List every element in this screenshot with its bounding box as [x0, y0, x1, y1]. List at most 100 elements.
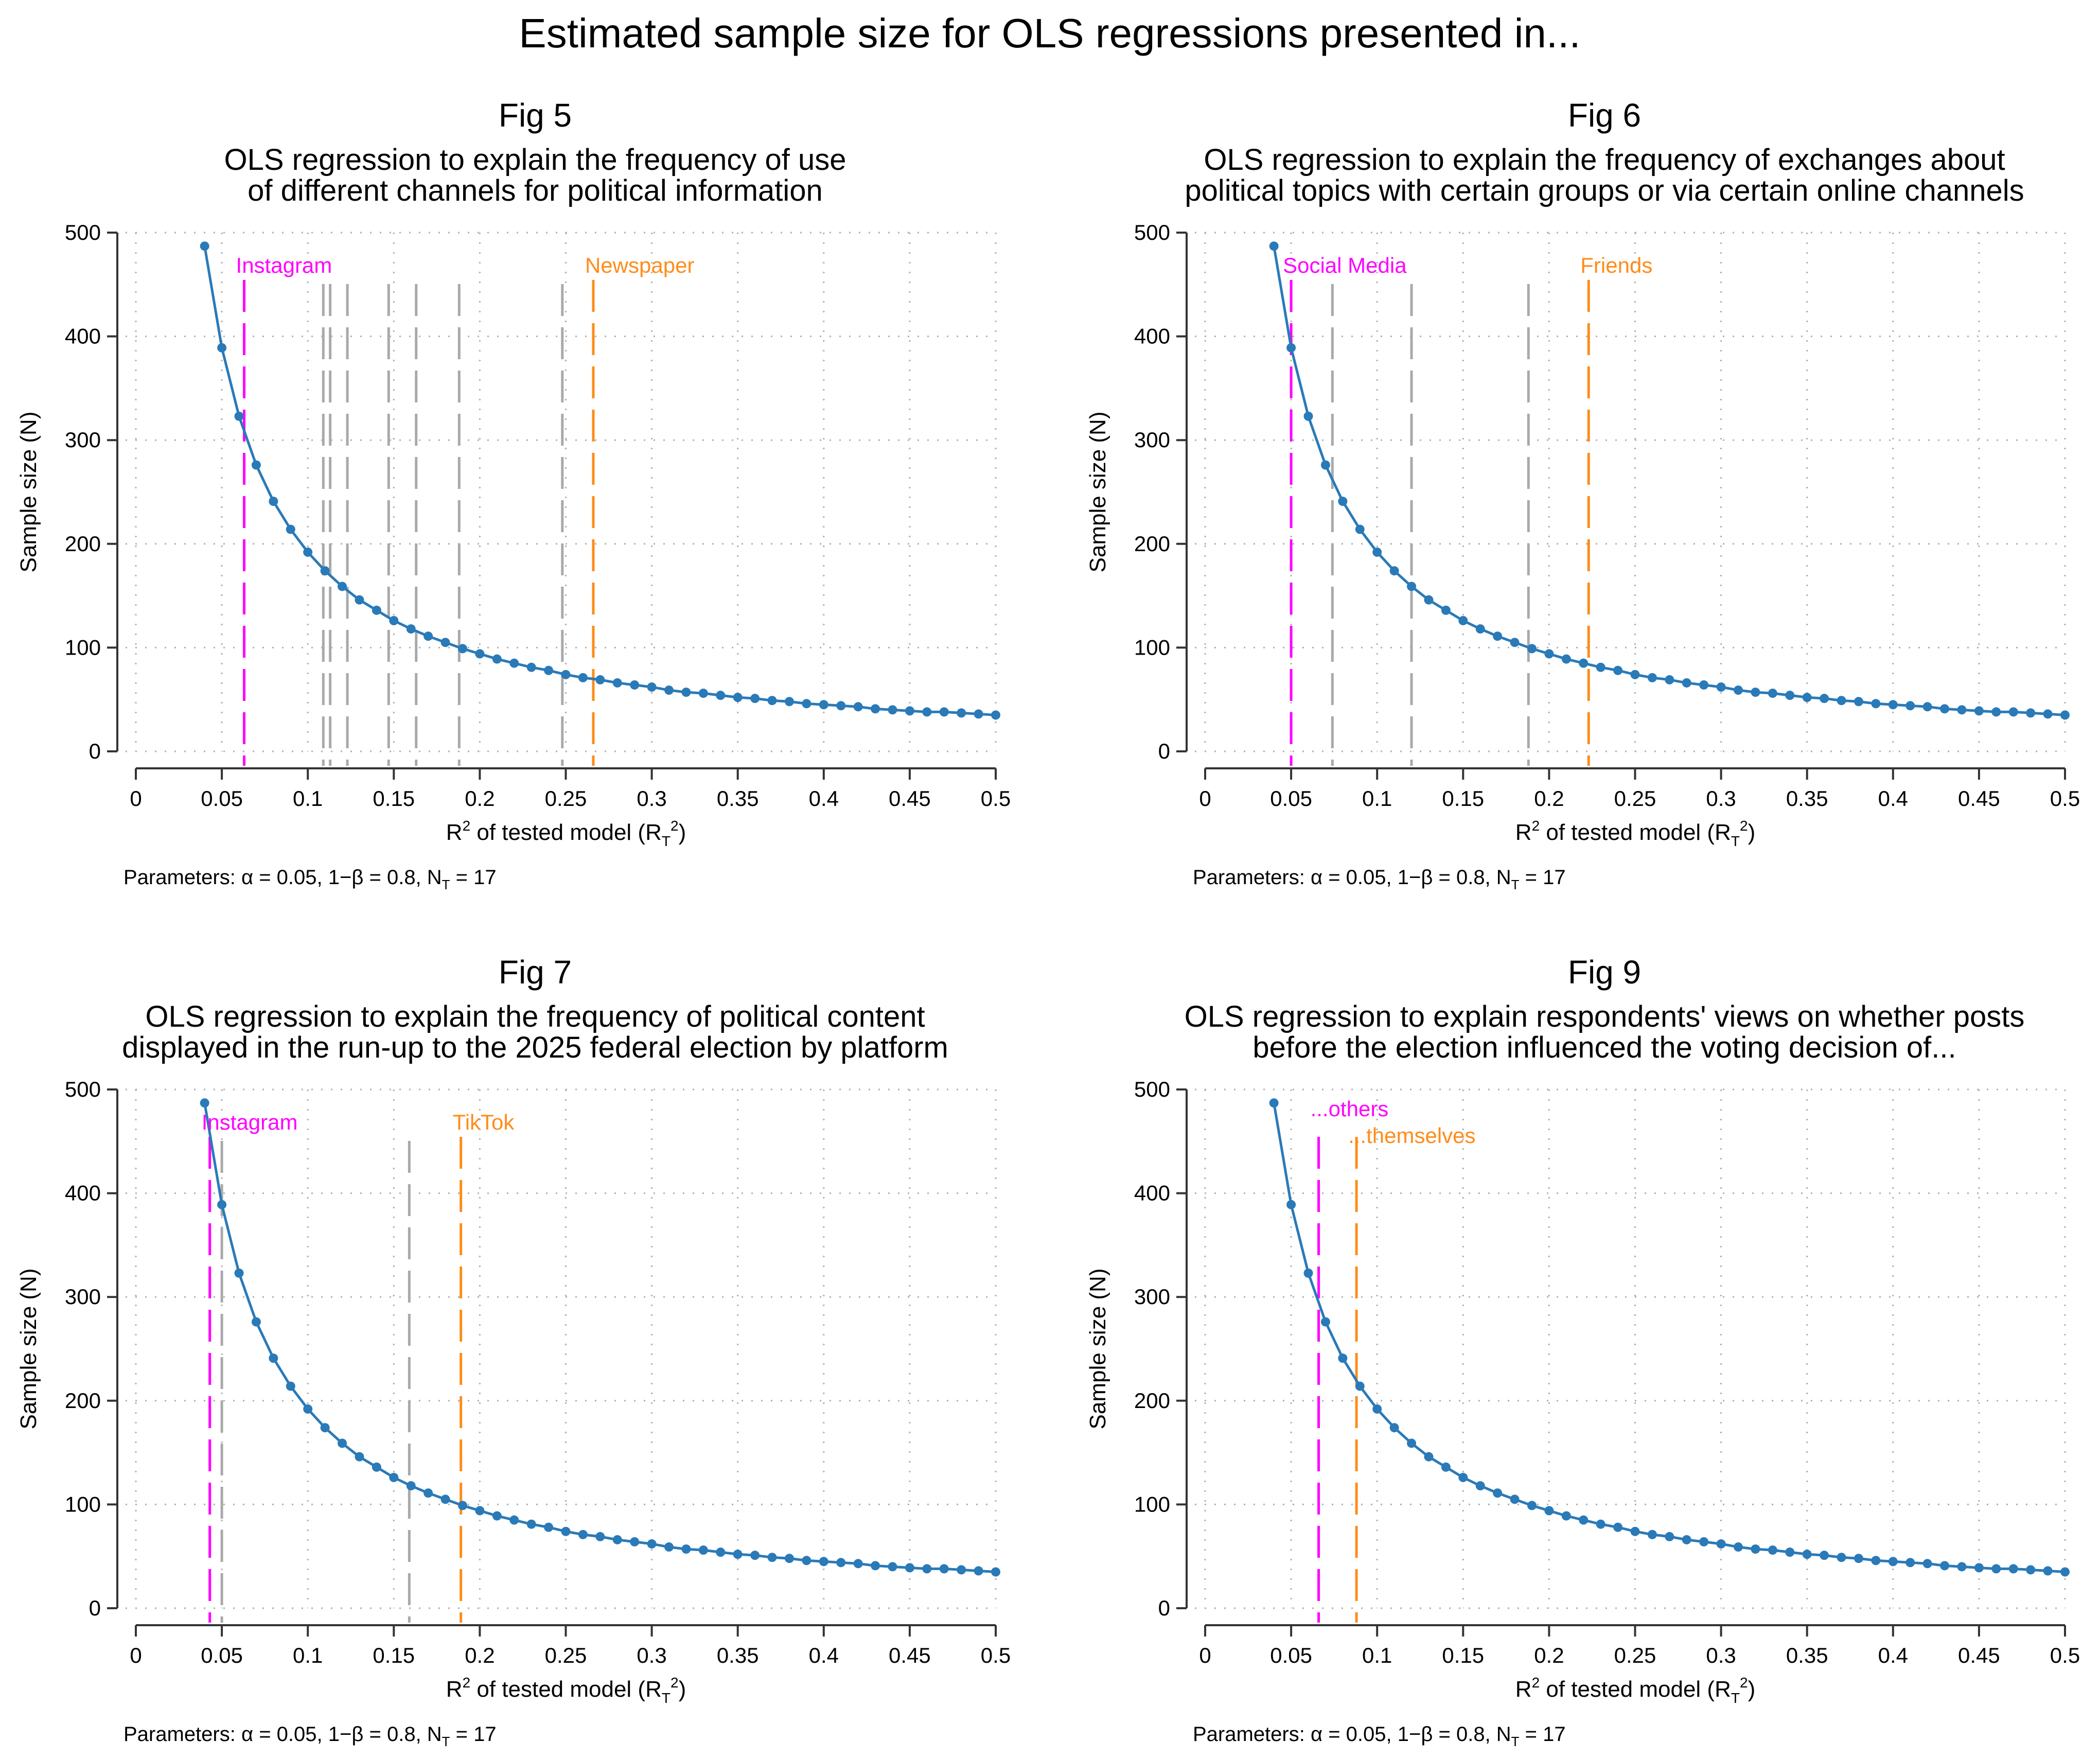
curve-point — [509, 1515, 519, 1525]
parameters-note-part: Parameters: α = 0.05, 1−β = 0.8, N — [123, 1723, 442, 1746]
curve-point — [286, 524, 295, 534]
x-tick-label: 0.1 — [1362, 1643, 1392, 1667]
curve-point — [1544, 1506, 1554, 1516]
curve-point — [1596, 1519, 1605, 1529]
x-tick-label: 0.05 — [1270, 1643, 1312, 1667]
x-axis-label-part: 2 — [1532, 818, 1540, 834]
curve-point — [957, 708, 966, 718]
x-tick-label: 0.2 — [465, 1643, 495, 1667]
curve-point — [1871, 1556, 1881, 1565]
curve-point — [251, 1317, 261, 1327]
x-tick-label: 0.5 — [2050, 786, 2080, 811]
curve-point — [974, 1566, 983, 1576]
curve-point — [320, 1423, 330, 1433]
x-tick-label: 0.35 — [717, 786, 759, 811]
curve-point — [1510, 1494, 1520, 1504]
sample-size-curve — [1273, 1102, 2066, 1573]
curve-point — [1751, 688, 1760, 697]
y-tick-label: 0 — [89, 739, 101, 763]
x-tick-label: 0.2 — [465, 786, 495, 811]
curve-point — [922, 1564, 932, 1574]
curve-point — [1527, 644, 1537, 654]
curve-point — [1854, 697, 1863, 707]
y-tick-label: 400 — [1134, 1181, 1170, 1205]
curve-point — [544, 665, 554, 675]
curve-point — [1940, 704, 1950, 714]
x-tick-label: 0.05 — [1270, 786, 1312, 811]
curve-point — [1372, 1404, 1382, 1414]
curve-point — [595, 1532, 605, 1541]
curve-point — [2008, 707, 2018, 717]
curve-point — [647, 682, 657, 692]
x-tick-label: 0.15 — [1442, 1643, 1484, 1667]
curve-point — [2060, 1567, 2070, 1577]
parameters-note: Parameters: α = 0.05, 1−β = 0.8, NT = 17 — [1193, 1723, 1566, 1749]
curve-point — [1665, 1532, 1674, 1541]
curve-point — [888, 1562, 897, 1572]
curve-point — [630, 1537, 640, 1546]
curve-point — [1389, 1423, 1399, 1433]
curve-point — [1424, 595, 1434, 605]
x-axis-label-part: of tested model (R — [470, 1677, 662, 1702]
curve-point — [1734, 685, 1743, 695]
curve-point — [2043, 709, 2053, 719]
curve-point — [1303, 411, 1313, 421]
x-tick-label: 0.1 — [1362, 786, 1392, 811]
x-tick-label: 0.45 — [889, 786, 931, 811]
x-axis-label-part: 2 — [1532, 1675, 1540, 1691]
x-tick-label: 0.3 — [1706, 1643, 1736, 1667]
panel-title-line: political topics with certain groups or … — [1185, 174, 2024, 207]
x-tick-label: 0 — [1199, 1643, 1211, 1667]
chart-panel-1: Fig 5 OLS regression to explain the frequ… — [16, 97, 1011, 892]
sample-size-curve — [203, 1102, 996, 1573]
curve-point — [440, 638, 450, 647]
x-axis-label-part: R — [1515, 820, 1532, 845]
panel-title-line: OLS regression to explain the frequency … — [224, 143, 846, 177]
curve-point — [1837, 1553, 1846, 1562]
curve-point — [423, 1488, 433, 1498]
curve-point — [1355, 524, 1365, 534]
curve-point — [355, 595, 364, 605]
curve-point — [1785, 1547, 1795, 1557]
curve-point — [320, 566, 330, 576]
x-axis-label-part: T — [1731, 1690, 1740, 1706]
y-tick-label: 0 — [1158, 739, 1170, 763]
curve-point — [1527, 1501, 1537, 1510]
curve-point — [234, 1268, 244, 1278]
parameters-note-part: T — [442, 1734, 450, 1749]
curve-point — [475, 649, 485, 659]
curve-point — [1389, 566, 1399, 576]
curve-point — [1355, 1381, 1365, 1391]
panels: Fig 5 OLS regression to explain the frequ… — [16, 97, 2080, 1749]
curve-point — [2060, 710, 2070, 720]
curve-point — [1269, 241, 1279, 251]
x-tick-label: 0.2 — [1534, 786, 1564, 811]
x-tick-label: 0.3 — [637, 786, 666, 811]
curve-point — [1320, 460, 1330, 470]
x-axis-label-part: of tested model (R — [470, 820, 662, 845]
parameters-note-part: T — [442, 877, 450, 892]
curve-point — [492, 654, 502, 664]
curve-point — [1269, 1098, 1279, 1108]
parameters-note-part: = 17 — [450, 866, 497, 889]
curve-point — [1905, 701, 1915, 711]
curve-point — [355, 1452, 364, 1462]
parameters-note-part: Parameters: α = 0.05, 1−β = 0.8, N — [123, 866, 442, 889]
chart-panel-3: Fig 7 OLS regression to explain the frequ… — [16, 954, 1011, 1749]
curve-point — [1974, 706, 1984, 716]
x-tick-label: 0.45 — [1958, 1643, 2000, 1667]
y-tick-label: 300 — [1134, 428, 1170, 452]
curve-point — [888, 705, 897, 715]
curve-point — [200, 1098, 209, 1108]
curve-point — [853, 702, 863, 712]
curve-point — [871, 1561, 880, 1571]
panel-title-line: OLS regression to explain respondents' v… — [1185, 1000, 2025, 1033]
parameters-note: Parameters: α = 0.05, 1−β = 0.8, NT = 17 — [123, 1723, 497, 1749]
curve-point — [939, 1564, 949, 1574]
curve-point — [1458, 1472, 1468, 1482]
curve-point — [1820, 1551, 1829, 1560]
parameters-note-part: = 17 — [1520, 1723, 1566, 1746]
x-tick-label: 0.25 — [1614, 786, 1656, 811]
x-axis-label: R2 of tested model (RT2) — [446, 1675, 686, 1706]
curve-point — [1734, 1542, 1743, 1552]
